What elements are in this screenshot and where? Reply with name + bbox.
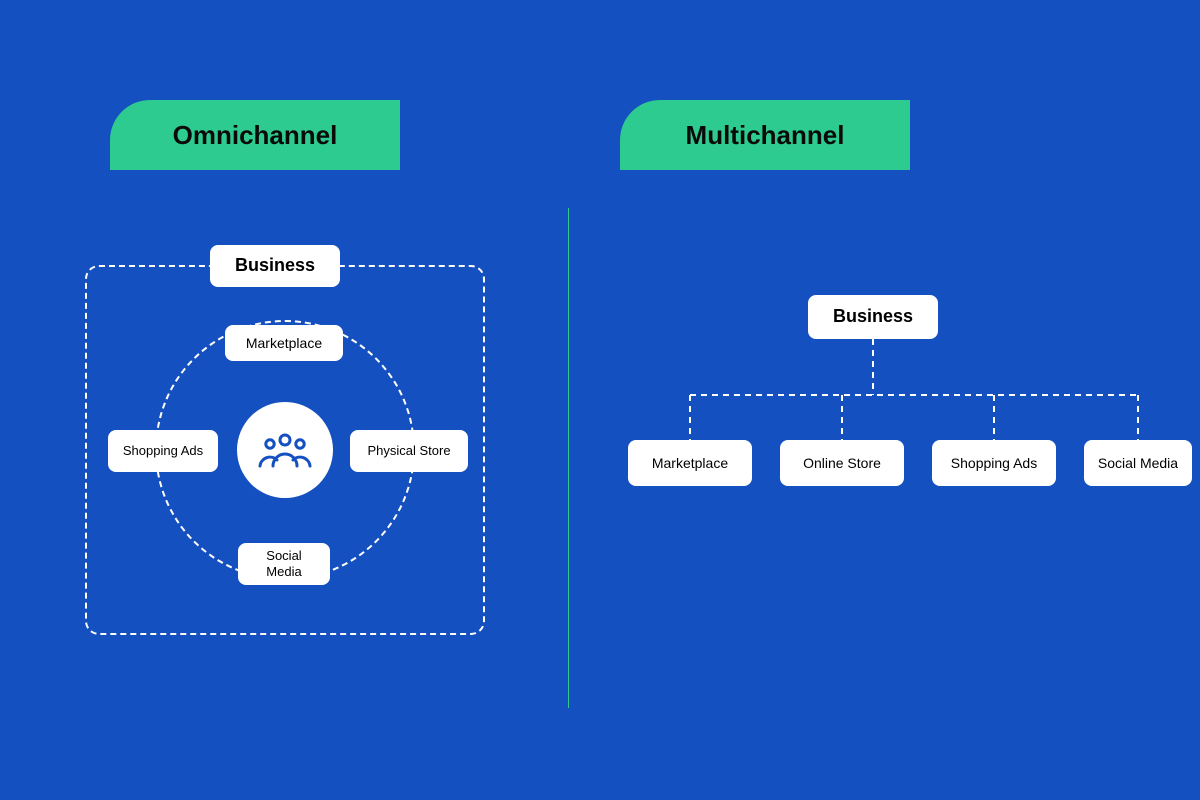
multi-child-2: Shopping Ads	[932, 440, 1056, 486]
multi-child-3: Social Media	[1084, 440, 1192, 486]
omni-node-shopping-ads-label: Shopping Ads	[123, 443, 203, 459]
omni-business-label: Business	[235, 255, 315, 277]
omni-node-marketplace: Marketplace	[225, 325, 343, 361]
omnichannel-tab: Omnichannel	[110, 100, 400, 170]
multi-child-2-label: Shopping Ads	[951, 455, 1037, 472]
omnichannel-tab-label: Omnichannel	[173, 120, 338, 151]
people-icon	[257, 430, 313, 470]
omni-node-shopping-ads: Shopping Ads	[108, 430, 218, 472]
multi-business-node: Business	[808, 295, 938, 339]
multi-child-1: Online Store	[780, 440, 904, 486]
diagram-canvas: Omnichannel Multichannel Business Market…	[0, 0, 1200, 800]
omni-business-node: Business	[210, 245, 340, 287]
multi-child-0: Marketplace	[628, 440, 752, 486]
omni-node-social-media: Social Media	[238, 543, 330, 585]
center-divider	[568, 208, 569, 708]
omni-node-marketplace-label: Marketplace	[246, 335, 322, 352]
multichannel-tab-label: Multichannel	[686, 120, 845, 151]
multichannel-tab: Multichannel	[620, 100, 910, 170]
omni-center-circle	[237, 402, 333, 498]
multi-business-label: Business	[833, 306, 913, 328]
multi-child-0-label: Marketplace	[652, 455, 728, 472]
multi-child-1-label: Online Store	[803, 455, 881, 472]
omni-node-social-media-label: Social Media	[248, 548, 320, 579]
omni-node-physical-store: Physical Store	[350, 430, 468, 472]
omni-node-physical-store-label: Physical Store	[367, 443, 450, 459]
multi-child-3-label: Social Media	[1098, 455, 1178, 472]
